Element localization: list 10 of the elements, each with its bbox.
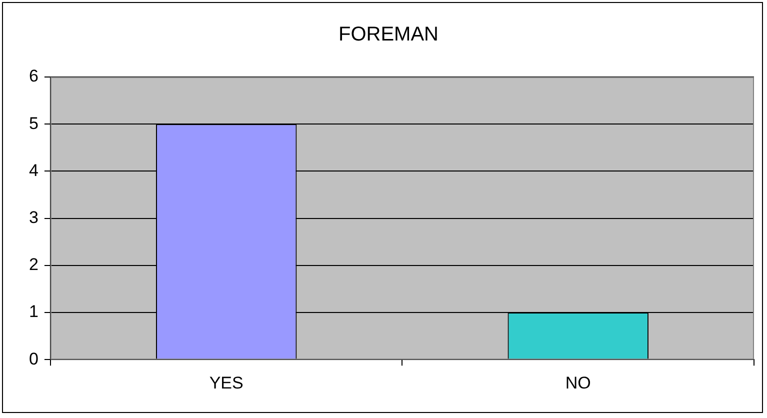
x-tick-label: YES <box>209 373 244 392</box>
y-tick-label: 3 <box>28 208 38 227</box>
y-tick-label: 1 <box>28 302 38 322</box>
x-tick-label: NO <box>565 373 591 392</box>
y-tick-label: 0 <box>28 349 38 368</box>
y-tick-label: 2 <box>28 255 38 274</box>
y-tick-label: 5 <box>28 114 38 133</box>
y-tick-label: 4 <box>28 160 38 180</box>
y-tick-label: 6 <box>28 66 38 86</box>
chart-title: FOREMAN <box>338 24 438 46</box>
